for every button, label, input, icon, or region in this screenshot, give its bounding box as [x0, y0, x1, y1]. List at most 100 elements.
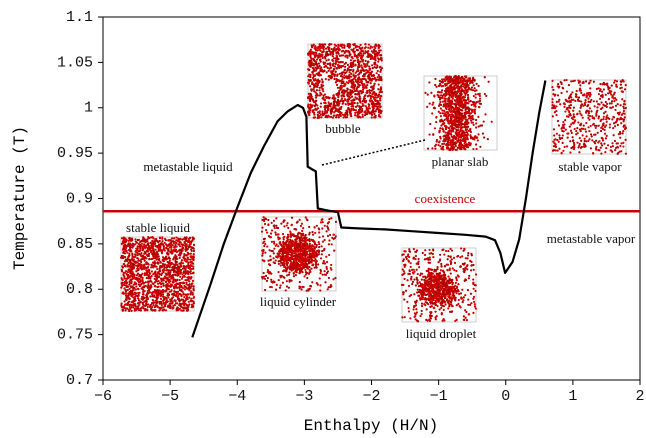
particle	[166, 285, 168, 287]
particle	[484, 93, 486, 95]
particle	[350, 69, 352, 71]
particle	[610, 146, 612, 148]
particle	[356, 81, 358, 83]
particle	[460, 116, 462, 118]
particle	[348, 80, 350, 82]
particle	[624, 128, 626, 130]
particle	[595, 140, 597, 142]
particle	[167, 279, 169, 281]
particle	[373, 48, 375, 50]
particle	[131, 246, 133, 248]
particle	[162, 306, 164, 308]
particle	[148, 263, 150, 265]
particle	[129, 288, 131, 290]
particle	[557, 120, 559, 122]
particle	[192, 236, 194, 238]
particle	[460, 113, 462, 115]
particle	[375, 45, 377, 47]
particle	[333, 115, 335, 117]
particle	[603, 116, 605, 118]
particle	[131, 257, 133, 259]
particle	[556, 101, 558, 103]
particle	[147, 255, 149, 257]
particle	[465, 107, 467, 109]
particle	[558, 148, 560, 150]
particle	[333, 111, 335, 113]
particle	[440, 81, 442, 83]
particle	[330, 67, 332, 69]
particle	[291, 217, 293, 219]
particle	[373, 78, 375, 80]
particle	[448, 149, 450, 151]
particle	[617, 146, 619, 148]
particle	[585, 112, 587, 114]
particle	[450, 115, 452, 117]
particle	[551, 107, 553, 109]
particle	[179, 289, 181, 291]
particle	[341, 97, 343, 99]
particle	[578, 82, 580, 84]
particle	[438, 85, 440, 87]
particle	[176, 293, 178, 295]
particle	[575, 130, 577, 132]
particle	[322, 274, 324, 276]
particle	[309, 85, 311, 87]
particle	[619, 145, 621, 147]
particle	[432, 102, 434, 104]
particle	[321, 218, 323, 220]
particle	[380, 112, 382, 114]
particle	[342, 93, 344, 95]
particle	[129, 279, 131, 281]
particle	[577, 121, 579, 123]
particle	[584, 101, 586, 103]
particle	[561, 152, 563, 154]
particle	[168, 262, 170, 264]
particle	[593, 117, 595, 119]
particle	[474, 104, 476, 106]
particle	[173, 294, 175, 296]
particle	[137, 288, 139, 290]
particle	[570, 104, 572, 106]
particle	[597, 117, 599, 119]
particle	[558, 124, 560, 126]
particle	[321, 78, 323, 80]
particle	[462, 135, 464, 137]
particle	[185, 295, 187, 297]
particle	[270, 281, 272, 283]
particle	[156, 256, 158, 258]
particle	[343, 44, 345, 46]
particle	[332, 55, 334, 57]
particle	[460, 79, 462, 81]
particle	[130, 244, 132, 246]
particle	[125, 289, 127, 291]
particle	[577, 79, 579, 81]
particle	[180, 306, 182, 308]
particle	[132, 301, 134, 303]
particle	[373, 74, 375, 76]
particle	[147, 282, 149, 284]
particle	[154, 278, 156, 280]
particle	[317, 47, 319, 49]
particle	[460, 122, 462, 124]
particle	[327, 108, 329, 110]
particle	[346, 111, 348, 113]
particle	[141, 243, 143, 245]
particle	[623, 103, 625, 105]
particle	[570, 96, 572, 98]
particle	[152, 309, 154, 311]
particle	[464, 133, 466, 135]
particle	[615, 84, 617, 86]
particle	[175, 258, 177, 260]
particle	[346, 116, 348, 118]
particle	[467, 102, 469, 104]
particle	[160, 262, 162, 264]
particle	[463, 78, 465, 80]
particle	[161, 236, 163, 238]
particle	[157, 247, 159, 249]
particle	[159, 236, 161, 238]
particle	[563, 79, 565, 81]
particle	[180, 286, 182, 288]
particle	[147, 306, 149, 308]
particle	[432, 134, 434, 136]
particle	[283, 225, 285, 227]
